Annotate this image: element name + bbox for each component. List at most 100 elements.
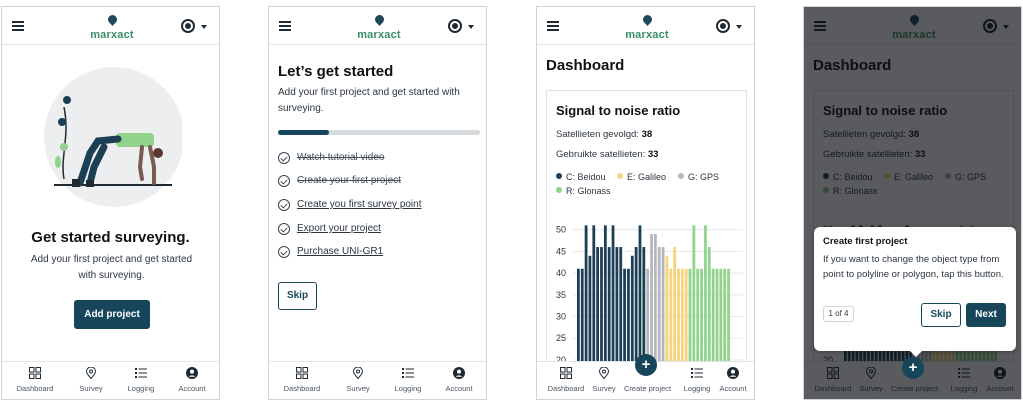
legend-label: R: Glonass	[566, 186, 611, 196]
nav-label: Dashboard	[283, 384, 321, 393]
y-tick-label: 35	[556, 290, 566, 300]
y-tick-label: 30	[556, 312, 566, 322]
account-icon	[727, 367, 739, 379]
snr-bar	[665, 255, 669, 391]
chevron-down-icon[interactable]	[736, 25, 742, 29]
snr-bar	[603, 225, 607, 391]
empty-state-subtitle: Add your first project and get started w…	[30, 254, 193, 281]
account-icon	[186, 367, 198, 379]
create-project-fab[interactable]: +	[635, 354, 657, 376]
logo-text: marxact	[625, 29, 669, 41]
snr-bar	[650, 234, 653, 391]
chevron-down-icon[interactable]	[468, 25, 474, 29]
snr-bar	[634, 247, 638, 391]
page-subtitle: Add your first project and get started w…	[278, 87, 460, 114]
nav-account[interactable]: Account	[711, 367, 754, 393]
list-icon	[402, 368, 414, 378]
snr-bar	[607, 247, 611, 391]
nav-account[interactable]: Account	[437, 367, 481, 393]
nav-create-project[interactable]: Create project	[624, 384, 671, 393]
snr-bar	[642, 247, 646, 391]
nav-dashboard[interactable]: Dashboard	[280, 367, 324, 393]
plus-icon: +	[908, 359, 918, 376]
nav-label: Logging	[127, 384, 155, 393]
stat-label: Satellieten gevolgd:	[556, 129, 639, 140]
location-pin-icon	[352, 367, 364, 379]
tour-next-button[interactable]: Next	[966, 303, 1006, 327]
progress-fill	[278, 130, 329, 135]
legend-gps: G: GPS	[678, 172, 719, 182]
snr-bar	[680, 268, 684, 391]
nav-label: Survey	[592, 384, 616, 393]
nav-dashboard[interactable]: Dashboard	[544, 367, 588, 393]
legend-dot	[556, 187, 562, 193]
menu-icon[interactable]	[12, 21, 24, 31]
snr-bar	[700, 268, 703, 391]
legend-label: E: Galileo	[627, 172, 667, 182]
tour-tooltip: Create first project If you want to chan…	[814, 227, 1016, 357]
legend-dot	[617, 173, 623, 179]
nav-label: Survey	[79, 384, 103, 393]
snr-bar	[615, 247, 619, 391]
nav-survey[interactable]: Survey	[336, 367, 380, 393]
location-pin-icon	[598, 367, 610, 379]
check-circle-icon	[278, 152, 290, 164]
empty-state-title: Get started surveying.	[31, 229, 190, 246]
check-circle-icon	[278, 199, 290, 211]
nav-label: Dashboard	[16, 384, 54, 393]
legend-label: G: GPS	[688, 172, 720, 182]
snr-bar	[677, 268, 680, 391]
snr-bar	[630, 255, 634, 391]
tour-step-counter: 1 of 4	[823, 306, 854, 322]
logo-text: marxact	[357, 29, 401, 41]
bottom-nav: Dashboard Survey Logging Account	[2, 361, 219, 399]
nav-account[interactable]: Account	[170, 367, 214, 393]
stat-value: 33	[647, 149, 659, 160]
tour-skip-button[interactable]: Skip	[921, 303, 961, 327]
menu-icon[interactable]	[547, 21, 559, 31]
task-label: Create your first project	[297, 175, 401, 186]
nav-survey[interactable]: Survey	[69, 367, 113, 393]
dashboard-grid-icon	[560, 367, 572, 379]
snr-bar	[584, 225, 588, 391]
stat-label: Gebruikte satellieten:	[556, 149, 646, 160]
page-title: Dashboard	[546, 57, 625, 74]
snr-bar	[638, 225, 642, 391]
menu-icon[interactable]	[279, 21, 291, 31]
task-label: Purchase UNI-GR1	[297, 246, 384, 257]
satellites-tracked: Satellieten gevolgd: 38	[556, 129, 652, 140]
nav-label: Survey	[346, 384, 370, 393]
skip-button[interactable]: Skip	[278, 282, 317, 310]
chevron-down-icon[interactable]	[201, 25, 207, 29]
nav-logging[interactable]: Logging	[675, 367, 719, 393]
nav-dashboard[interactable]: Dashboard	[13, 367, 57, 393]
account-icon	[453, 367, 465, 379]
add-project-button[interactable]: Add project	[74, 300, 150, 329]
crosshair-gps-icon[interactable]	[448, 19, 462, 33]
map-pin-icon	[106, 13, 119, 26]
crosshair-gps-icon[interactable]	[716, 19, 730, 33]
satellites-used: Gebruikte satellieten: 33	[556, 149, 658, 160]
top-bar: marxact	[537, 7, 754, 45]
snr-bar	[577, 268, 580, 391]
task-label: Export your project	[297, 223, 381, 234]
list-icon	[135, 368, 147, 378]
legend-glonass: R: Glonass	[556, 186, 611, 196]
snr-bar	[719, 268, 723, 391]
snr-bar	[623, 268, 626, 391]
screen-onboarding-checklist: marxact Let’s get started Add your first…	[268, 6, 487, 400]
app-logo: marxact	[356, 13, 402, 41]
crosshair-gps-icon[interactable]	[181, 19, 195, 33]
nav-logging[interactable]: Logging	[119, 367, 163, 393]
nav-survey[interactable]: Survey	[582, 367, 626, 393]
legend-beidou: C: Beidou	[556, 172, 606, 182]
nav-label: Account	[178, 384, 206, 393]
snr-bar	[611, 225, 615, 391]
tooltip-body: If you want to change the object type fr…	[823, 254, 1004, 280]
create-project-fab[interactable]: +	[902, 357, 924, 379]
list-icon	[691, 368, 703, 378]
nav-logging[interactable]: Logging	[386, 367, 430, 393]
snr-bar	[627, 268, 630, 391]
task-label: Create you first survey point	[297, 199, 422, 210]
snr-bar	[654, 234, 657, 391]
